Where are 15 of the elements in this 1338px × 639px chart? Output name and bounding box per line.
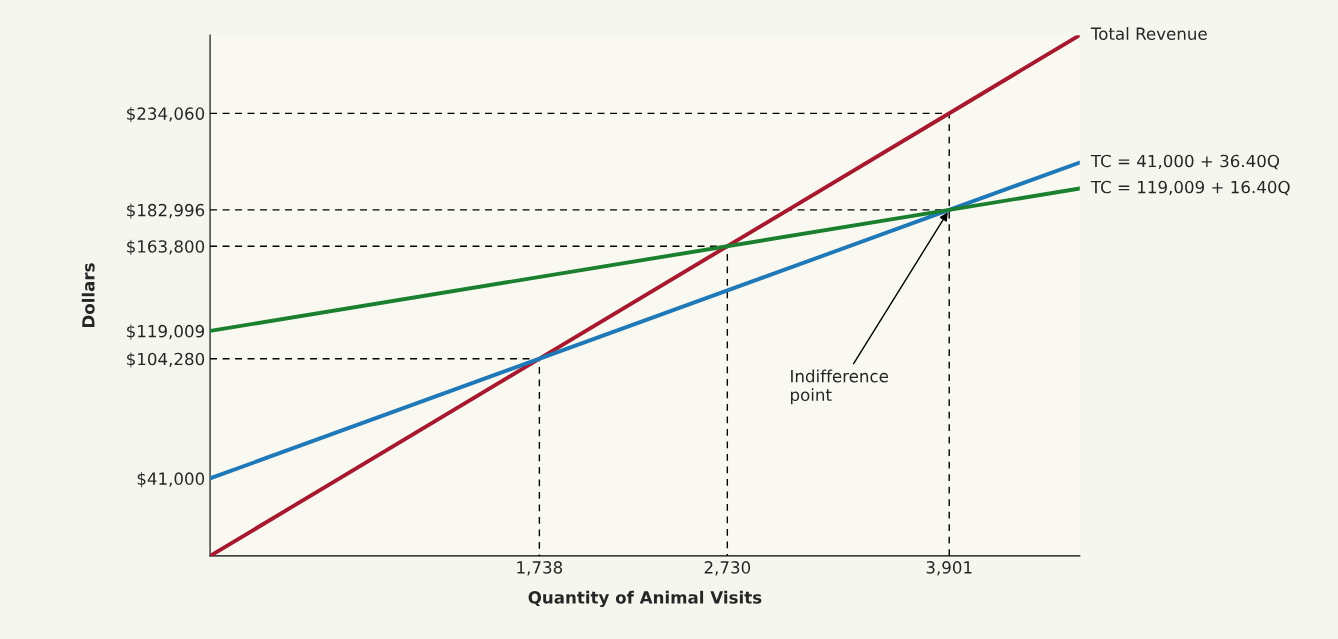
x-tick-label: 2,730 [704, 561, 751, 576]
series-label: TC = 41,000 + 36.40Q [1090, 154, 1280, 170]
y-tick-label: $119,009 [127, 324, 205, 340]
y-tick-label: $234,060 [127, 106, 205, 123]
y-axis-title: Dollars [81, 263, 95, 328]
series-label: Total Revenue [1090, 27, 1207, 40]
y-tick-label: $41,000 [137, 472, 205, 488]
series-label: TC = 119,009 + 16.40Q [1090, 180, 1290, 196]
y-tick-label: $163,800 [127, 239, 205, 255]
y-tick-label: $182,996 [127, 203, 205, 219]
x-axis-title: Quantity of Animal Visits [528, 590, 762, 608]
y-tick-label: $104,280 [127, 352, 205, 368]
x-tick-label: 3,901 [926, 561, 972, 576]
annotation: Indifference point [791, 369, 888, 405]
x-tick-label: 1,738 [517, 561, 563, 576]
